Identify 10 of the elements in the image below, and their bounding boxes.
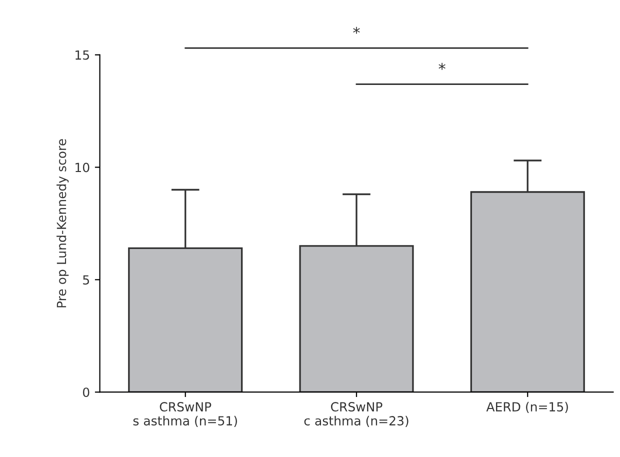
x-tick-label: AERD (n=15): [486, 402, 568, 413]
y-tick-label: 5: [83, 275, 90, 285]
y-tick-label: 0: [82, 388, 90, 398]
y-tick-label: 15: [76, 50, 90, 60]
text: *: [353, 26, 360, 34]
y-axis-title: Pre op Lund-Kennedy score: [56, 139, 69, 308]
x-tick-label: CRSwNP c asthma (n=23): [304, 402, 408, 427]
annotation: *: [438, 62, 446, 70]
x-tick-label: CRSwNP s asthma (n=51): [133, 402, 237, 427]
y-tick-label: 10: [76, 162, 90, 172]
